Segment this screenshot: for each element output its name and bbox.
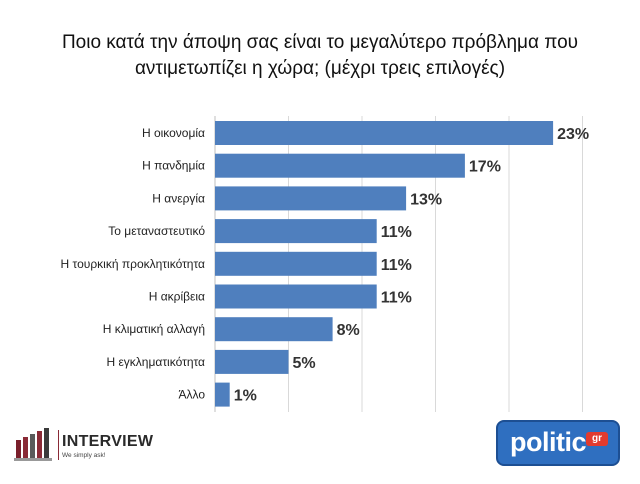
chart-title-line-1: Ποιο κατά την άποψη σας είναι το μεγαλύτ… — [61, 32, 579, 53]
interview-logo — [14, 428, 59, 461]
value-label: 8% — [337, 322, 360, 339]
category-label: Το μεταναστευτικό — [108, 224, 205, 238]
value-labels: 23% 17% 13% 11% 11% 11% 8% 5% 1% — [234, 126, 589, 405]
category-label: Η ανεργία — [152, 191, 205, 205]
chart-title-line-2: αντιμετωπίζει η χώρα; (μέχρι τρεις επιλο… — [134, 58, 506, 79]
bar — [215, 121, 554, 145]
category-label: Η οικονομία — [142, 126, 205, 140]
category-label: Η κλιματική αλλαγή — [103, 322, 205, 336]
category-label: Η πανδημία — [142, 159, 205, 173]
value-label: 1% — [234, 388, 257, 405]
bar — [215, 382, 230, 407]
value-label: 17% — [469, 159, 501, 176]
interview-logo-tagline: We simply ask! — [62, 452, 106, 459]
bar — [215, 153, 465, 178]
bars — [215, 121, 554, 407]
category-labels: Η οικονομία Η πανδημία Η ανεργία Το μετανασ… — [61, 126, 206, 402]
category-label: Η εγκληματικότητα — [106, 355, 205, 369]
interview-logo-name: INTERVIEW — [62, 433, 154, 450]
chart-title: Ποιο κατά την άποψη σας είναι το μεγαλύτ… — [0, 30, 640, 82]
value-label: 11% — [381, 290, 412, 307]
interview-logo-mark — [14, 428, 52, 461]
politic-logo: politic gr — [496, 420, 620, 466]
value-label: 11% — [381, 224, 412, 241]
category-label: Η τουρκική προκλητικότητα — [61, 257, 206, 271]
bar — [215, 349, 289, 374]
value-label: 5% — [293, 355, 316, 372]
bar — [215, 186, 407, 211]
bar — [215, 284, 377, 309]
politic-logo-suffix: gr — [586, 432, 608, 446]
value-label: 23% — [557, 126, 589, 143]
bar — [215, 317, 333, 342]
value-label: 13% — [410, 191, 442, 208]
bar-chart: Η οικονομία Η πανδημία Η ανεργία Το μετανασ… — [61, 116, 589, 412]
category-label: Άλλο — [178, 388, 205, 402]
politic-logo-name: politic — [510, 427, 587, 457]
bar — [215, 251, 377, 276]
category-label: Η ακρίβεια — [149, 290, 205, 304]
value-label: 11% — [381, 257, 412, 274]
bar — [215, 219, 377, 244]
